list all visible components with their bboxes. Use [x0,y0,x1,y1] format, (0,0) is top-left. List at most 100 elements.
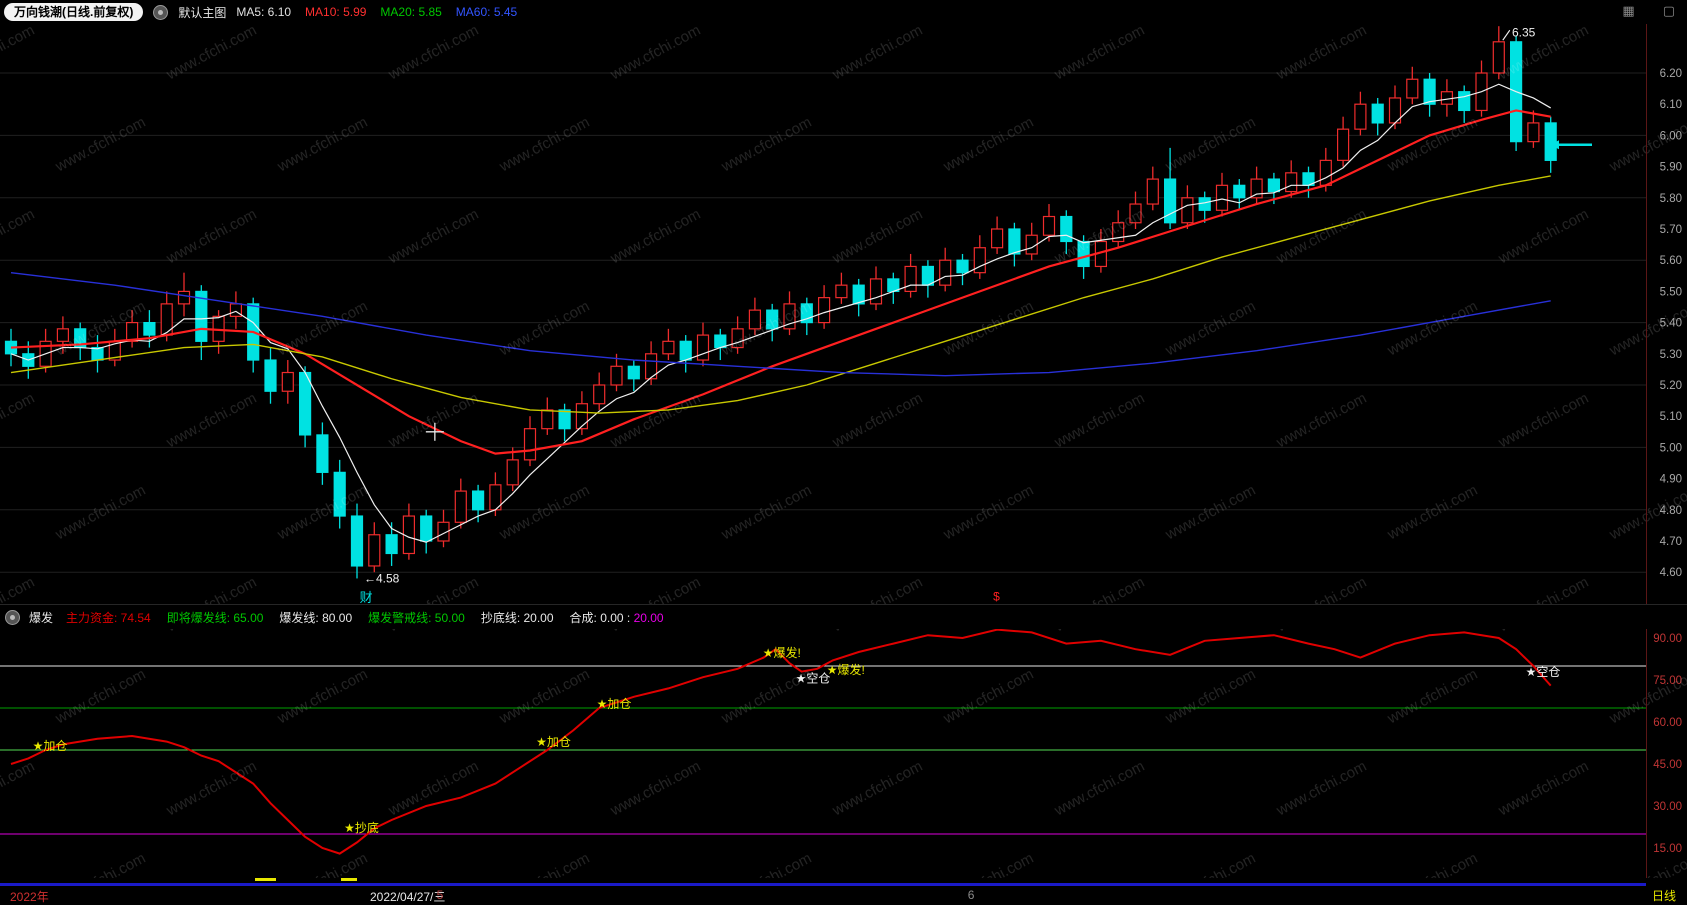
candle-up [160,303,173,336]
candle-up [177,290,191,305]
candle-down [420,515,433,542]
candle-up [817,297,831,324]
candle-down [1423,78,1436,105]
ma-value: MA60: 5.45 [455,5,518,19]
candle-down [1233,184,1246,199]
candle-down [1198,197,1211,211]
candle-up [610,365,623,386]
candle-down [766,309,779,330]
main-chart-style-icon[interactable] [153,4,169,20]
indicator-axis-label: 75.00 [1653,675,1682,687]
price-axis-label: 6.20 [1660,68,1682,80]
last-price-arrow-icon [1550,140,1559,150]
candle-up [1215,184,1229,211]
price-axis-label: 4.60 [1660,567,1682,579]
indicator-axis-label: 15.00 [1653,843,1682,855]
candle-up [1285,172,1298,193]
candle-up [662,340,675,355]
candle-up [973,247,986,274]
candle-up [731,328,744,349]
signal-marker: ★空仓 [796,672,831,686]
stock-title[interactable]: 万向钱潮(日线.前复权) [4,3,144,21]
candle-up [644,353,658,380]
candle-down [921,265,935,286]
main-candlestick-chart[interactable]: 6.20 6.10 6.00 5.90 5.80 5.70 5.60 5.50 5.40 5.30… [0,24,1687,604]
candle-up [869,278,883,305]
ma60-line [10,271,1551,377]
candle-down [195,290,208,342]
price-axis-label: 5.00 [1660,442,1682,454]
signal-marker: ★空仓 [1526,665,1561,679]
candle-up [125,322,139,342]
indicator-line-chart[interactable]: 90.00 75.00 60.00 45.00 30.00 15.00 ★加仓 ★抄底 ★加仓 ★… [0,628,1687,878]
indicator-field: 合成: 0.00 : 20.00 [569,610,664,625]
candle-up [1112,222,1125,243]
candle-up [1319,159,1332,186]
candle-up [939,259,952,286]
candle-down [800,303,813,324]
candle-up [1440,91,1454,105]
indicator-axis-label: 45.00 [1653,759,1682,771]
candle-down [1371,103,1384,124]
candle-down [333,471,346,517]
main-chart-header: 万向钱潮(日线.前复权) 默认主图 MA5: 6.10 MA10: 5.99 MA2… [0,0,1687,24]
candle-up [990,228,1004,249]
window-box-icon[interactable]: ▢ [1662,3,1675,18]
timeline-scrollbar[interactable] [0,883,1646,886]
candle-up [506,459,519,486]
candle-up [1146,178,1159,205]
price-axis-divider [1646,24,1647,878]
candle-up [541,409,554,430]
candle-down [679,340,692,361]
grid-layout-icon[interactable]: ▦ [1622,3,1635,18]
candle-up [56,328,70,342]
price-axis-label: 5.40 [1660,318,1682,330]
candle-up [281,371,294,392]
candle-up [575,403,589,430]
ma-value: MA5: 6.10 [236,5,292,19]
candle-down [1060,215,1073,243]
indicator-name[interactable]: 爆发 [29,610,54,625]
price-axis-label: 5.10 [1660,411,1682,423]
price-axis-label: 6.10 [1660,99,1682,111]
main-funds-line [10,628,1552,855]
signal-marker: ★抄底 [344,820,379,835]
signal-marker: ★爆发! [827,662,865,677]
period-label[interactable]: 日线 [1652,889,1677,903]
candle-up [1336,128,1350,161]
candle-up [748,309,762,330]
price-axis-label: 5.50 [1660,286,1682,298]
candle-down [316,434,329,473]
price-axis-label: 5.90 [1660,162,1682,174]
candle-down [472,490,485,511]
chart-annotation: ←4.58 [364,571,400,585]
candle-up [454,490,467,523]
candle-up [523,428,537,461]
price-axis-label: 5.80 [1660,193,1682,205]
candle-down [91,346,104,361]
candle-up [593,384,606,405]
chart-annotation: 6.35 [1512,25,1536,39]
candle-down [1458,91,1471,112]
candle-down [385,534,398,555]
month-tick-label: 5 [436,888,444,902]
chart-annotation: 财 [360,590,373,604]
ma10-line [10,109,1551,455]
candle-down [1544,122,1557,161]
candle-down [627,365,640,380]
indicator-icon[interactable] [5,609,20,625]
indicator-axis-label: 90.00 [1653,633,1682,645]
indicator-field: 爆发线: 80.00 [279,610,353,625]
main-chart-label[interactable]: 默认主图 [178,5,227,20]
price-axis-label: 5.60 [1660,255,1682,267]
candle-down [1163,178,1177,224]
signal-marker: ★加仓 [33,739,68,753]
price-axis-label: 4.80 [1660,505,1682,517]
indicator-header: 爆发 主力资金: 74.54 即将爆发线: 65.00 爆发线: 80.00 爆发警戒… [0,604,1687,629]
ma5-line [10,83,1551,543]
signal-marker: ★加仓 [536,735,571,749]
candle-down [299,371,312,436]
candle-up [1527,122,1540,143]
price-axis-label: 5.20 [1660,380,1682,392]
